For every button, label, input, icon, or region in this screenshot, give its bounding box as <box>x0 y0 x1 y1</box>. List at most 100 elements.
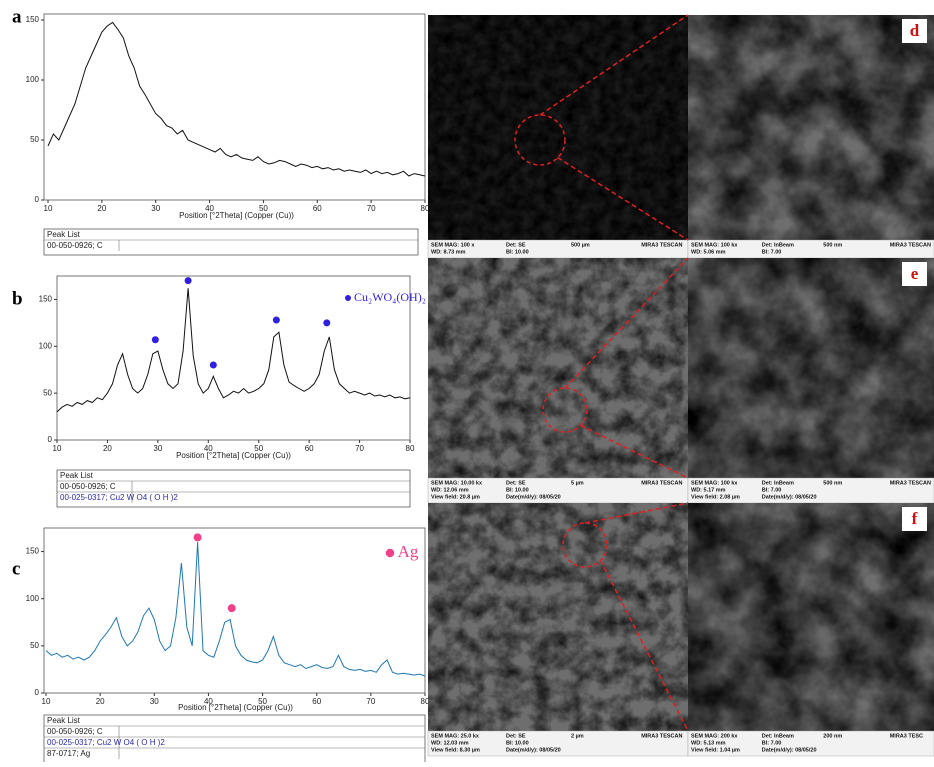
y-tick-label: 50 <box>30 641 39 650</box>
y-tick-label: 0 <box>35 688 40 697</box>
info-text: MIRA3 TESCAN <box>641 480 682 486</box>
panel-letter: d <box>910 21 920 40</box>
x-tick-label: 70 <box>366 697 375 706</box>
panel-letter: e <box>911 264 919 283</box>
x-tick-label: 20 <box>103 444 112 453</box>
info-text: View field: 1.04 µm <box>691 747 740 753</box>
x-tick-label: 70 <box>367 204 376 213</box>
x-tick-label: 60 <box>312 697 321 706</box>
x-tick-label: 80 <box>406 444 415 453</box>
panel-label: c <box>12 558 20 579</box>
info-text: 500 nm <box>823 242 842 248</box>
info-text: Date(m/d/y): 08/05/20 <box>506 747 561 753</box>
phase-marker <box>210 362 217 369</box>
info-text: WD: 8.73 mm <box>431 249 466 255</box>
info-text: BI: 10.00 <box>506 249 529 255</box>
info-text: MIRA3 TESCAN <box>890 480 931 486</box>
x-tick-label: 30 <box>153 444 162 453</box>
x-tick-label: 10 <box>53 444 62 453</box>
legend-label: Cu₂WO₄(OH)₂ <box>354 290 426 304</box>
x-tick-label: 70 <box>355 444 364 453</box>
phase-marker <box>152 336 159 343</box>
y-tick-label: 150 <box>39 295 53 304</box>
info-text: View field: 2.08 µm <box>691 494 740 500</box>
info-text: WD: 5.13 mm <box>691 740 726 746</box>
info-text: Date(m/d/y): 08/05/20 <box>762 747 817 753</box>
info-text: WD: 12.03 mm <box>431 740 469 746</box>
info-text: Det: SE <box>506 480 526 486</box>
x-axis-label: Position [°2Theta] (Copper (Cu)) <box>178 703 293 712</box>
info-text: MIRA3 TESC <box>890 733 923 739</box>
info-text: BI: 10.00 <box>506 487 529 493</box>
peak-list-title: Peak List <box>47 716 81 725</box>
info-text: WD: 5.17 mm <box>691 487 726 493</box>
sem-image <box>688 503 934 731</box>
info-text: SEM MAG: 100 kx <box>691 480 738 486</box>
info-text: WD: 12.06 mm <box>431 487 469 493</box>
phase-marker <box>185 277 192 284</box>
phase-marker <box>273 317 280 324</box>
y-tick-label: 100 <box>39 341 53 350</box>
legend-marker <box>386 549 395 558</box>
info-text: 5 µm <box>571 480 584 486</box>
legend-marker <box>345 295 351 301</box>
info-text: WD: 5.06 mm <box>691 249 726 255</box>
info-text: Date(m/d/y): 08/05/20 <box>762 494 817 500</box>
info-text: SEM MAG: 200 kx <box>691 733 738 739</box>
x-tick-label: 20 <box>96 697 105 706</box>
spectrum-line <box>48 22 425 176</box>
panel-label: b <box>12 288 23 309</box>
info-text: View field: 8.30 µm <box>431 747 480 753</box>
x-tick-label: 60 <box>305 444 314 453</box>
x-axis-label: Position [°2Theta] (Copper (Cu)) <box>179 211 294 220</box>
peak-list-entry: 00-025-0317; Cu2 W O4 ( O H )2 <box>60 493 178 502</box>
info-text: 200 nm <box>823 733 842 739</box>
info-text: Det: InBeam <box>762 733 794 739</box>
y-tick-label: 100 <box>26 594 40 603</box>
info-text: SEM MAG: 100 kx <box>691 242 738 248</box>
info-text: BI: 7.00 <box>762 740 782 746</box>
y-tick-label: 50 <box>30 135 39 144</box>
sem-image <box>428 258 688 478</box>
spectrum-line <box>57 288 410 412</box>
info-text: SEM MAG: 100 x <box>431 242 475 248</box>
info-text: 500 nm <box>823 480 842 486</box>
y-tick-label: 50 <box>43 388 52 397</box>
page: {"chart_data":[ {"type":"line","panel_la… <box>0 0 934 762</box>
peak-list-title: Peak List <box>60 471 94 480</box>
peak-list-entry: 00-050-0926; C <box>47 241 103 250</box>
x-tick-label: 10 <box>42 697 51 706</box>
peak-list-entry: 00-050-0926; C <box>60 482 116 491</box>
sem-image <box>688 258 934 478</box>
y-tick-label: 150 <box>26 15 40 24</box>
phase-marker <box>323 319 330 326</box>
info-text: Date(m/d/y): 08/05/20 <box>506 494 561 500</box>
info-text: Det: SE <box>506 242 526 248</box>
info-text: BI: 7.00 <box>762 249 782 255</box>
x-tick-label: 30 <box>151 204 160 213</box>
x-tick-label: 20 <box>97 204 106 213</box>
plot-frame <box>44 14 425 200</box>
sem-image <box>428 503 688 731</box>
figure: a1020304050607080050100150Position [°2Th… <box>0 0 934 762</box>
peak-list-entry: 00-050-0926; C <box>47 727 103 736</box>
info-text: Det: InBeam <box>762 480 794 486</box>
info-text: 500 µm <box>571 242 590 248</box>
x-tick-label: 10 <box>44 204 53 213</box>
phase-marker <box>228 604 236 612</box>
info-text: 2 µm <box>571 733 584 739</box>
info-text: MIRA3 TESCAN <box>890 242 931 248</box>
peak-list-entry: 00-025-0317; Cu2 W O4 ( O H )2 <box>47 738 165 747</box>
x-axis-label: Position [°2Theta] (Copper (Cu)) <box>176 451 291 460</box>
sem-image <box>428 15 688 240</box>
info-text: BI: 10.00 <box>506 740 529 746</box>
phase-marker <box>194 533 202 541</box>
sem-image <box>688 15 934 240</box>
info-text: Det: InBeam <box>762 242 794 248</box>
info-text: MIRA3 TESCAN <box>641 242 682 248</box>
info-text: Det: SE <box>506 733 526 739</box>
y-tick-label: 0 <box>48 435 53 444</box>
y-tick-label: 150 <box>26 547 40 556</box>
info-text: SEM MAG: 10.00 kx <box>431 480 483 486</box>
info-text: SEM MAG: 25.0 kx <box>431 733 480 739</box>
